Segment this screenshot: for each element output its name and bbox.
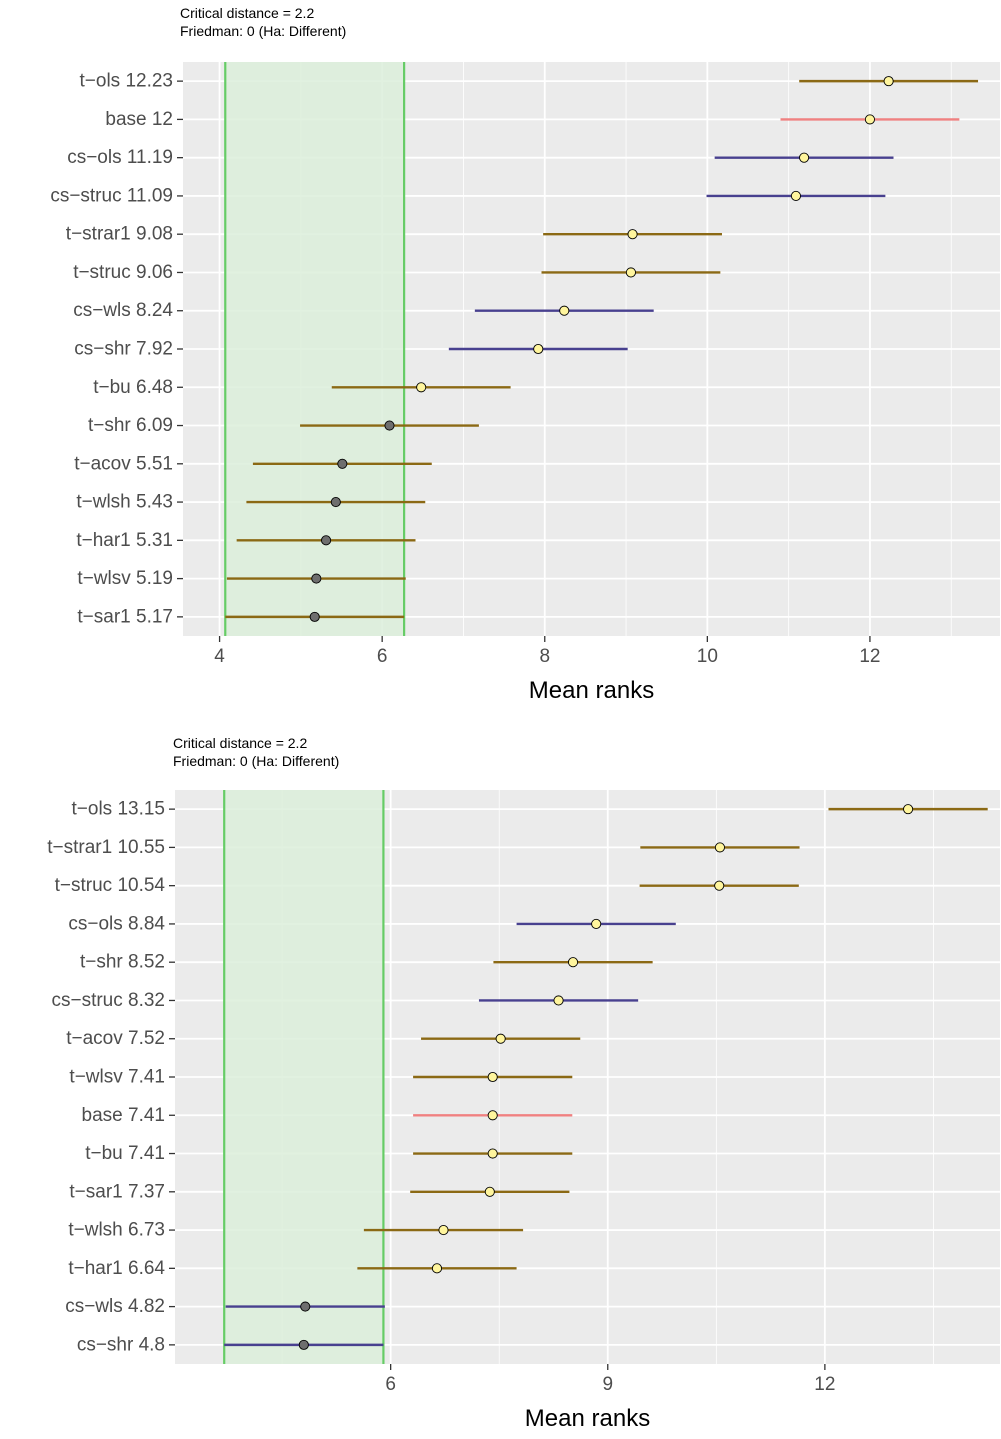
y-tick-label: t−struc 10.54	[55, 875, 166, 896]
mean-point	[484, 1186, 495, 1197]
y-tick-label: cs−ols 8.84	[68, 913, 165, 934]
y-tick-label: t−wlsv 7.41	[69, 1067, 165, 1088]
y-tick-label: cs−struc 8.32	[51, 990, 165, 1011]
y-tick-label: cs−wls 4.82	[65, 1296, 165, 1317]
mean-point	[487, 1110, 498, 1121]
y-tick-label: t−shr 6.09	[88, 415, 173, 436]
y-tick-label: t−shr 8.52	[80, 952, 165, 973]
y-tick-label: cs−struc 11.09	[50, 185, 173, 206]
mean-point	[553, 995, 564, 1006]
critical-distance-band	[225, 62, 405, 636]
y-tick-label: t−ols 12.23	[80, 71, 174, 92]
y-tick-label: cs−ols 11.19	[67, 147, 173, 168]
subtitle-line-1: Critical distance = 2.2	[173, 735, 307, 751]
y-tick-label: t−wlsh 5.43	[76, 492, 173, 513]
mean-point	[533, 343, 544, 355]
y-tick-label: t−sar1 5.17	[77, 606, 173, 627]
mean-point	[487, 1071, 498, 1083]
mean-point	[625, 267, 636, 278]
mean-point	[559, 305, 570, 316]
y-tick-label: t−acov 5.51	[74, 453, 173, 474]
x-tick-label: 6	[385, 1374, 396, 1395]
y-tick-label: t−strar1 10.55	[47, 837, 165, 858]
y-tick-label: t−bu 6.48	[93, 377, 173, 398]
y-tick-label: t−sar1 7.37	[69, 1181, 165, 1202]
y-tick-label: t−strar1 9.08	[66, 224, 173, 245]
mean-point	[298, 1339, 309, 1350]
mean-point	[321, 535, 332, 546]
x-axis-title: Mean ranks	[525, 1405, 650, 1432]
y-tick-label: t−har1 5.31	[76, 530, 173, 551]
mean-point	[330, 497, 341, 508]
x-axis-title: Mean ranks	[529, 677, 654, 704]
y-tick-label: cs−shr 7.92	[74, 339, 173, 360]
mean-point	[431, 1263, 443, 1274]
y-tick-label: base 12	[105, 109, 173, 130]
x-tick-label: 9	[602, 1374, 613, 1395]
mean-point	[799, 152, 810, 163]
mean-point	[864, 114, 875, 125]
x-tick-label: 12	[859, 646, 880, 667]
mean-point	[309, 611, 320, 622]
y-tick-label: t−bu 7.41	[85, 1143, 165, 1164]
mean-point	[416, 382, 427, 393]
mean-point	[300, 1301, 311, 1312]
critical-distance-band	[224, 790, 384, 1364]
x-tick-label: 8	[539, 646, 550, 667]
y-tick-label: cs−shr 4.8	[77, 1334, 165, 1355]
mean-point	[883, 76, 894, 87]
mean-point	[714, 880, 725, 891]
mean-point	[790, 190, 802, 201]
subtitle-line-1: Critical distance = 2.2	[180, 5, 314, 21]
x-tick-label: 6	[377, 646, 388, 667]
mean-point	[567, 957, 579, 968]
y-tick-label: t−acov 7.52	[66, 1028, 165, 1049]
x-tick-label: 12	[814, 1374, 835, 1395]
mean-point	[903, 804, 914, 815]
chart-1: Critical distance = 2.2 Friedman: 0 (Ha: …	[50, 5, 1000, 704]
y-tick-label: t−har1 6.64	[68, 1258, 165, 1279]
mean-point	[384, 420, 395, 431]
mean-point	[487, 1148, 498, 1159]
y-tick-label: cs−wls 8.24	[73, 300, 173, 321]
y-tick-label: t−wlsv 5.19	[77, 568, 173, 589]
y-tick-label: t−struc 9.06	[73, 262, 173, 283]
mean-point	[438, 1225, 449, 1236]
mean-point	[495, 1033, 506, 1044]
mean-point	[337, 458, 348, 469]
subtitle-line-2: Friedman: 0 (Ha: Different)	[173, 753, 339, 769]
x-tick-label: 10	[697, 646, 718, 667]
y-tick-label: base 7.41	[82, 1105, 165, 1126]
mean-point	[311, 573, 322, 584]
y-tick-label: t−ols 13.15	[72, 799, 166, 820]
subtitle-line-2: Friedman: 0 (Ha: Different)	[180, 23, 346, 39]
mean-point	[591, 918, 602, 929]
mean-point	[627, 229, 638, 240]
y-tick-label: t−wlsh 6.73	[68, 1220, 165, 1241]
x-tick-label: 4	[214, 646, 225, 667]
chart-2: Critical distance = 2.2 Friedman: 0 (Ha: …	[47, 735, 1000, 1432]
mean-point	[714, 842, 725, 853]
